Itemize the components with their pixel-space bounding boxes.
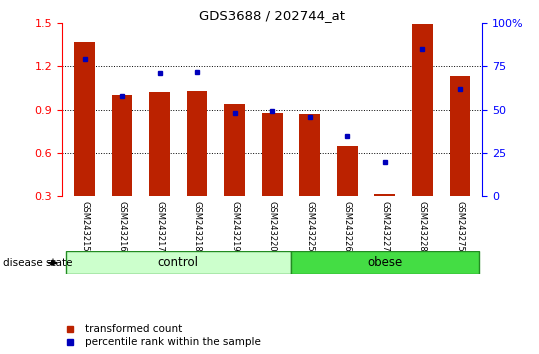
Bar <box>337 146 357 196</box>
Text: percentile rank within the sample: percentile rank within the sample <box>85 337 261 347</box>
Bar <box>224 104 245 196</box>
Text: obese: obese <box>367 256 403 269</box>
Text: GSM243275: GSM243275 <box>455 201 465 252</box>
Bar <box>112 95 133 196</box>
Text: GSM243220: GSM243220 <box>268 201 277 251</box>
Title: GDS3688 / 202744_at: GDS3688 / 202744_at <box>199 9 345 22</box>
Text: control: control <box>158 256 199 269</box>
Bar <box>262 113 282 196</box>
Text: GSM243216: GSM243216 <box>118 201 127 252</box>
Bar <box>412 24 433 196</box>
Text: GSM243218: GSM243218 <box>192 201 202 252</box>
Text: GSM243217: GSM243217 <box>155 201 164 252</box>
Text: GSM243228: GSM243228 <box>418 201 427 252</box>
Bar <box>149 92 170 196</box>
Text: GSM243225: GSM243225 <box>305 201 314 251</box>
Bar <box>74 42 95 196</box>
Bar <box>66 251 291 274</box>
Bar <box>450 76 470 196</box>
Text: GSM243215: GSM243215 <box>80 201 89 251</box>
Text: GSM243227: GSM243227 <box>381 201 389 252</box>
Text: GSM243219: GSM243219 <box>230 201 239 251</box>
Bar <box>299 114 320 196</box>
Text: GSM243226: GSM243226 <box>343 201 352 252</box>
Text: disease state: disease state <box>3 258 72 268</box>
Bar <box>187 91 208 196</box>
Text: transformed count: transformed count <box>85 324 182 334</box>
Bar <box>291 251 479 274</box>
Bar <box>375 194 395 196</box>
